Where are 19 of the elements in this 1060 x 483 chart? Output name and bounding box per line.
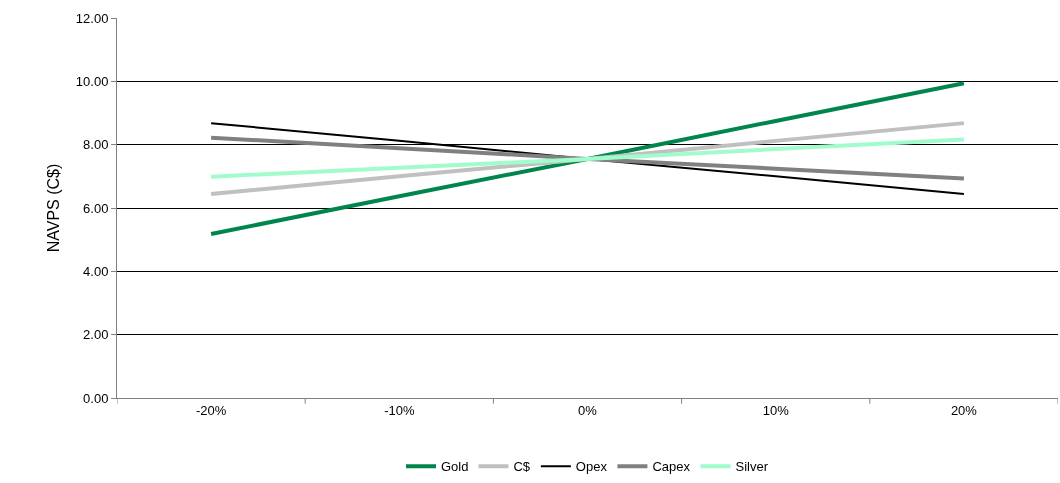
x-tick-label: -10% <box>384 402 415 418</box>
line-series <box>209 81 966 236</box>
legend-label: C$ <box>513 459 531 475</box>
y-tick-label: 4.00 <box>83 263 109 279</box>
x-tick-label: -20% <box>195 402 227 418</box>
y-tick-label: 0.00 <box>83 390 109 406</box>
x-tick-label: 10% <box>762 402 790 418</box>
y-tick-label: 6.00 <box>83 200 109 216</box>
x-tick-label: 0% <box>578 402 598 418</box>
legend-label: Silver <box>735 459 769 475</box>
legend-label: Capex <box>652 459 691 475</box>
x-tick-label: 20% <box>950 402 978 418</box>
y-tick-label: 12.00 <box>75 10 109 26</box>
y-tick-label: 10.00 <box>75 73 109 89</box>
y-axis-title: NAVPS (C$) <box>44 163 62 253</box>
legend-label: Opex <box>575 459 608 475</box>
y-tick-label: 2.00 <box>83 327 109 343</box>
y-tick-label: 8.00 <box>83 137 109 153</box>
legend-label: Gold <box>441 459 469 475</box>
